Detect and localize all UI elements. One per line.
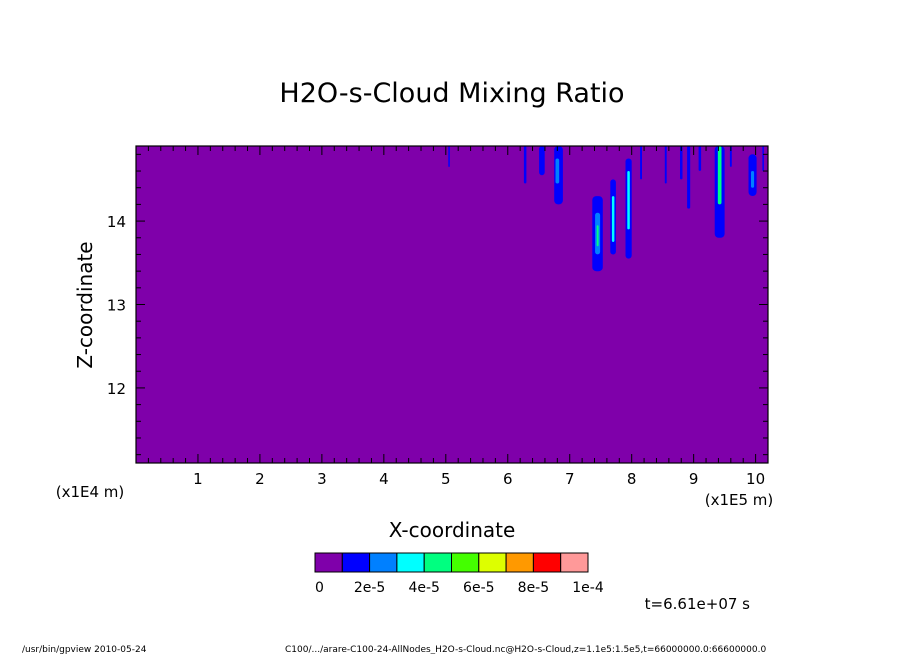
cloud-feature-2 (539, 146, 545, 176)
colorbar-swatch-6 (478, 552, 507, 573)
colorbar-swatch-7 (505, 552, 534, 573)
y-tick-label: 13 (107, 297, 126, 315)
colorbar-label: 6e-5 (463, 580, 494, 596)
cloud-feature-21 (751, 171, 755, 188)
cloud-feature-12 (640, 146, 642, 180)
colorbar-swatch-0 (314, 552, 343, 573)
colorbar-swatch-9 (560, 552, 589, 573)
x-tick-label: 1 (193, 470, 203, 488)
plot-background (136, 146, 768, 463)
footer-source: C100/.../arare-C100-24-AllNodes_H2O-s-Cl… (285, 645, 766, 654)
x-axis-label: X-coordinate (389, 518, 516, 542)
x-tick-label: 3 (317, 470, 327, 488)
colorbar-swatch-8 (532, 552, 562, 573)
x-tick-label: 5 (441, 470, 451, 488)
x-tick-label: 6 (503, 470, 513, 488)
cloud-feature-15 (687, 146, 691, 209)
y-unit-label: (x1E4 m) (56, 483, 125, 501)
cloud-feature-18 (717, 146, 722, 205)
x-tick-label: 8 (627, 470, 637, 488)
colorbar-label: 8e-5 (518, 580, 549, 596)
colorbar-label: 4e-5 (408, 580, 439, 596)
x-tick-label: 7 (565, 470, 575, 488)
colorbar-swatch-1 (341, 552, 371, 573)
cloud-feature-19 (729, 146, 732, 167)
cloud-feature-7 (596, 225, 599, 247)
x-unit-label: (x1E5 m) (705, 491, 774, 509)
y-axis-label: Z-coordinate (73, 241, 97, 368)
chart-title: H2O-s-Cloud Mixing Ratio (279, 78, 624, 109)
time-label: t=6.61e+07 s (645, 595, 751, 613)
colorbar-swatch-3 (396, 552, 425, 573)
y-tick-label: 14 (107, 213, 126, 231)
cloud-feature-4 (555, 158, 560, 184)
cloud-feature-9 (611, 196, 615, 242)
colorbar-swatch-2 (369, 552, 398, 573)
y-tick-label: 12 (107, 380, 126, 398)
x-tick-label: 2 (255, 470, 265, 488)
x-tick-label: 10 (746, 470, 765, 488)
cloud-features (448, 146, 764, 272)
cloud-feature-16 (698, 146, 702, 171)
colorbar-label: 2e-5 (354, 580, 385, 596)
colorbar-swatch-4 (423, 552, 453, 573)
cloud-feature-14 (680, 146, 683, 180)
x-tick-label: 9 (689, 470, 699, 488)
cloud-feature-11 (627, 171, 630, 230)
x-tick-label: 4 (379, 470, 389, 488)
colorbar-swatch-5 (451, 552, 480, 573)
colorbar: 0 2e-5 4e-5 6e-5 8e-5 1e-4 (314, 552, 604, 596)
colorbar-label: 0 (315, 580, 324, 596)
footer-program: /usr/bin/gpview 2010-05-24 (22, 645, 147, 654)
colorbar-label: 1e-4 (572, 580, 604, 596)
cloud-feature-13 (664, 146, 667, 184)
cloud-feature-0 (448, 146, 450, 167)
cloud-feature-1 (523, 146, 527, 184)
cloud-feature-22 (762, 146, 764, 171)
